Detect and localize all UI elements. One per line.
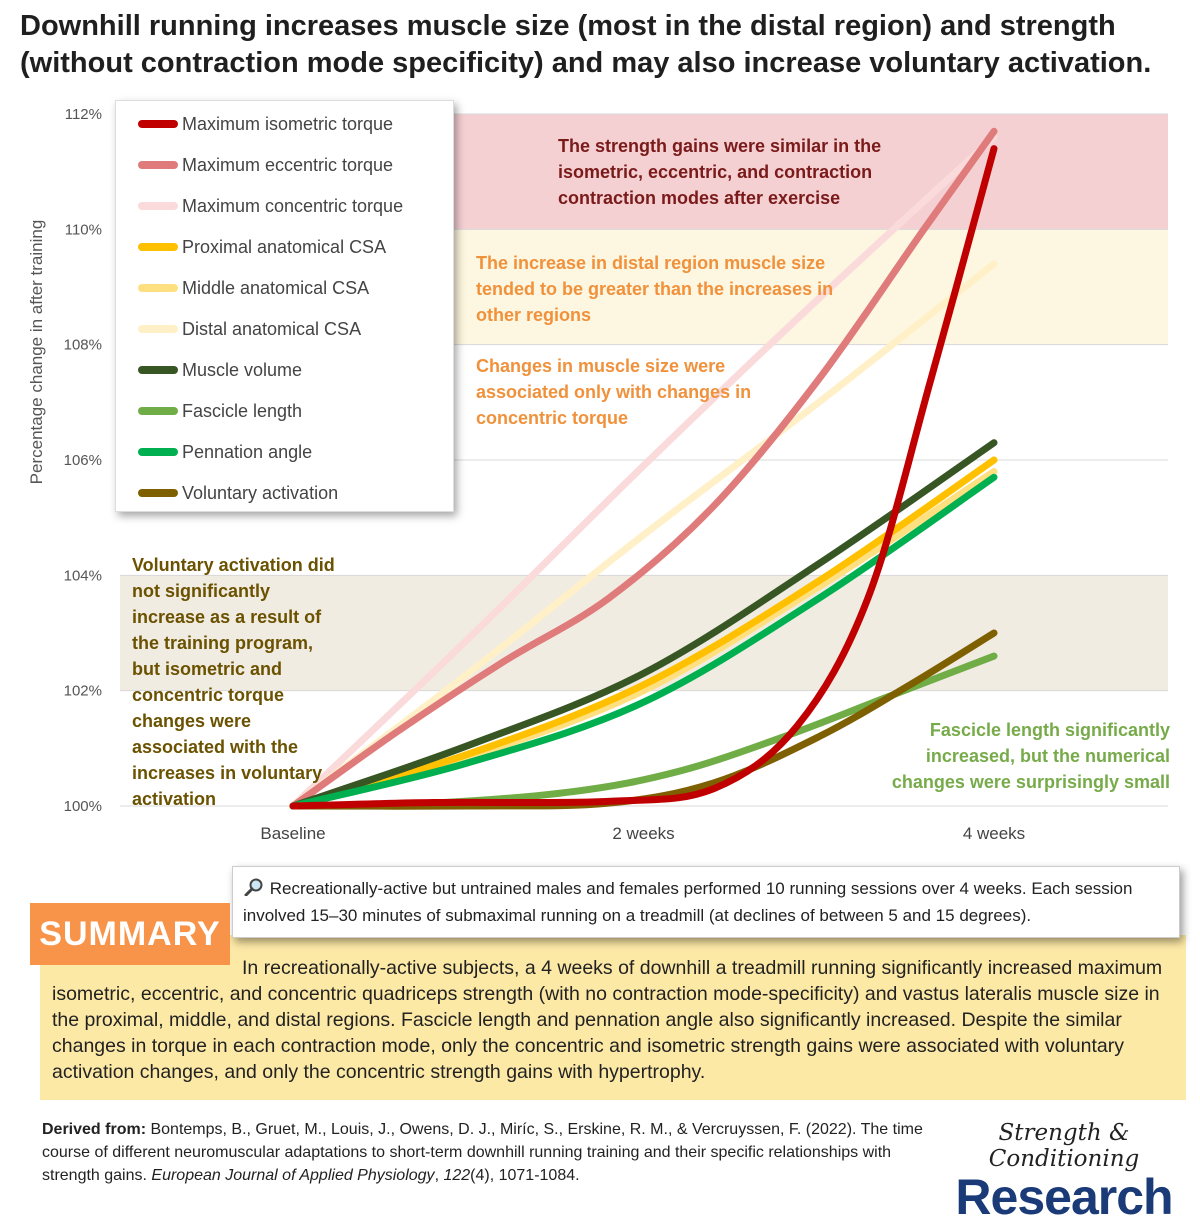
legend-swatch xyxy=(138,325,178,333)
line-chart: 100% 102% 104% 106% 108% 110% 112% Baseline 2 we… xyxy=(8,92,1192,860)
y-tick-label: 112% xyxy=(65,106,102,123)
legend-label: Distal anatomical CSA xyxy=(182,318,362,339)
magnifier-icon xyxy=(244,878,263,897)
legend-item: Proximal anatomical CSA xyxy=(138,232,386,262)
legend-item: Muscle volume xyxy=(138,355,302,385)
legend-item: Pennation angle xyxy=(138,437,312,467)
series-line-maximum-concentric-torque xyxy=(289,133,998,810)
legend-item: Middle anatomical CSA xyxy=(138,273,369,303)
legend-swatch xyxy=(138,284,178,292)
legend-item: Maximum isometric torque xyxy=(138,109,393,139)
legend-swatch xyxy=(138,489,178,497)
brand-top: Strength & Conditioning xyxy=(988,1120,1140,1172)
legend-swatch xyxy=(138,243,178,251)
legend-swatch xyxy=(138,161,178,169)
legend-label: Voluntary activation xyxy=(182,482,339,503)
y-tick-label: 104% xyxy=(64,567,102,584)
y-tick-label: 102% xyxy=(64,683,102,700)
x-tick-label: 2 weeks xyxy=(612,824,674,843)
legend-item: Distal anatomical CSA xyxy=(138,314,361,344)
legend-label: Maximum concentric torque xyxy=(182,195,404,216)
page-title: Downhill running increases muscle size (… xyxy=(20,10,1152,79)
series-line-distal-anatomical-csa xyxy=(289,260,998,810)
brand-logo: Strength & Conditioning Research xyxy=(944,1120,1184,1222)
legend-label: Maximum eccentric torque xyxy=(182,154,394,175)
legend-item: Maximum concentric torque xyxy=(138,191,403,221)
y-tick-label: 108% xyxy=(64,337,102,354)
source-volume: 122 xyxy=(443,1167,471,1184)
summary-text: In recreationally-active subjects, a 4 w… xyxy=(52,957,1163,1083)
chart-svg: 100% 102% 104% 106% 108% 110% 112% Baseline 2 we… xyxy=(27,106,1168,843)
legend-label: Pennation angle xyxy=(182,441,313,462)
legend-label: Muscle volume xyxy=(182,359,303,380)
legend-label: Fascicle length xyxy=(182,400,303,421)
x-tick-label: Baseline xyxy=(260,824,325,843)
legend-swatch xyxy=(138,366,178,374)
source-issue-pages: (4), 1071-1084. xyxy=(470,1167,580,1184)
method-box: Recreationally-active but untrained male… xyxy=(232,866,1180,938)
brand-bottom: Research xyxy=(955,1169,1173,1225)
source-citation: Derived from: Bontemps, B., Gruet, M., L… xyxy=(42,1121,923,1184)
legend-item: Voluntary activation xyxy=(138,478,338,508)
y-tick-label: 106% xyxy=(64,452,102,469)
series-line-maximum-isometric-torque xyxy=(289,145,998,810)
chart-legend: Maximum isometric torque Maximum eccentri… xyxy=(115,100,454,512)
legend-swatch xyxy=(138,202,178,210)
annotation-activation: Voluntary activation did not significant… xyxy=(132,555,335,809)
summary-tag: SUMMARY xyxy=(30,903,230,965)
legend-item: Maximum eccentric torque xyxy=(138,150,393,180)
annotation-distal: The increase in distal region muscle siz… xyxy=(476,253,834,325)
method-text: Recreationally-active but untrained male… xyxy=(243,879,1133,925)
annotation-size: Changes in muscle size were associated o… xyxy=(476,356,752,428)
source-label: Derived from: xyxy=(42,1121,147,1138)
series-line-voluntary-activation xyxy=(289,629,998,810)
source-authors: Bontemps, B., Gruet, M., Louis, J., Owen… xyxy=(42,1121,923,1184)
x-tick-label: 4 weeks xyxy=(963,824,1025,843)
y-axis-label: Percentage change in after training xyxy=(27,220,46,485)
y-tick-label: 100% xyxy=(64,798,102,815)
legend-swatch xyxy=(138,120,178,128)
legend-label: Middle anatomical CSA xyxy=(182,277,370,298)
y-tick-label: 110% xyxy=(65,221,102,238)
legend-label: Maximum isometric torque xyxy=(182,113,394,134)
legend-item: Fascicle length xyxy=(138,396,302,426)
legend-swatch xyxy=(138,448,178,456)
legend-label: Proximal anatomical CSA xyxy=(182,236,387,257)
annotation-fascicle: Fascicle length significantly increased,… xyxy=(891,720,1170,792)
series-line-muscle-volume xyxy=(289,439,998,810)
legend-swatch xyxy=(138,407,178,415)
annotation-strength: The strength gains were similar in the i… xyxy=(558,136,882,208)
source-journal: European Journal of Applied Physiology xyxy=(151,1167,435,1184)
summary-box: In recreationally-active subjects, a 4 w… xyxy=(40,935,1186,1100)
series-line-proximal-anatomical-csa xyxy=(289,456,998,810)
series-line-maximum-eccentric-torque xyxy=(289,127,998,810)
